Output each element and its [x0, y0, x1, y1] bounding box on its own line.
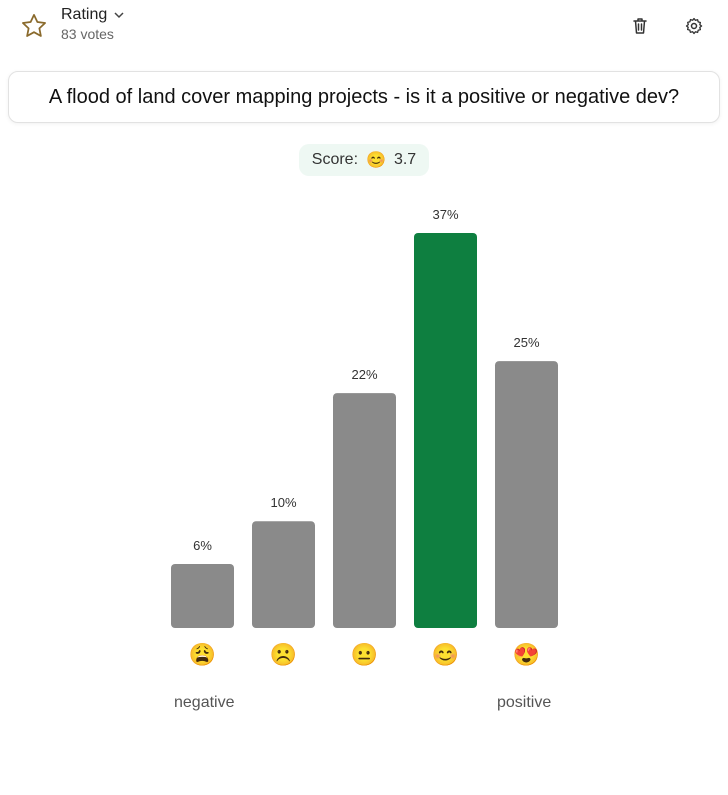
star-icon	[22, 14, 46, 37]
bar-4	[414, 233, 477, 628]
rating-bar-chart: 6% 10% 22% 37% 25%	[171, 207, 558, 628]
header: Rating 83 votes	[0, 0, 728, 60]
score-value: 3.7	[393, 151, 417, 168]
score-label: Score:	[311, 151, 359, 168]
title-block: Rating 83 votes	[61, 6, 125, 42]
bar-percent-label: 37%	[432, 207, 458, 222]
score-badge: Score: 😊 3.7	[299, 144, 429, 176]
bar-percent-label: 22%	[351, 367, 377, 382]
rating-emoji-4: 😊	[431, 642, 460, 667]
trash-icon[interactable]	[630, 16, 650, 36]
bar-2	[252, 521, 315, 628]
rating-emoji-3: 😐	[350, 642, 379, 667]
bar-percent-label: 6%	[193, 538, 212, 553]
score-emoji: 😊	[366, 152, 386, 169]
vote-count: 83 votes	[61, 26, 114, 42]
gear-icon[interactable]	[684, 16, 704, 36]
rating-type-dropdown[interactable]: Rating	[61, 6, 125, 24]
bar-percent-label: 25%	[513, 335, 539, 350]
rating-emoji-5: 😍	[512, 642, 541, 667]
rating-emoji-2: ☹️	[269, 642, 298, 667]
chevron-down-icon	[114, 12, 124, 19]
poll-question: A flood of land cover mapping projects -…	[8, 71, 720, 123]
positive-label: positive	[497, 694, 552, 711]
bar-3	[333, 393, 396, 628]
bar-5	[495, 361, 558, 628]
bar-1	[171, 563, 234, 628]
bar-percent-label: 10%	[270, 495, 296, 510]
negative-label: negative	[174, 694, 235, 711]
rating-emoji-1: 😩	[188, 642, 217, 667]
poll-type-title: Rating	[61, 6, 108, 23]
